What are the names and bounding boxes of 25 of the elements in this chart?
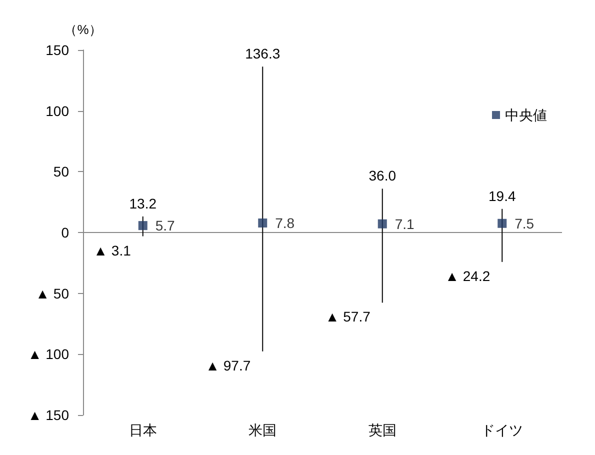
data-label: 7.8 — [275, 215, 295, 232]
x-tick-label: 米国 — [248, 422, 277, 438]
data-label: 5.7 — [155, 218, 176, 234]
annotation: 13.2 — [129, 195, 157, 212]
y-tick-label: 100 — [46, 102, 70, 119]
annotation: ▲ 97.7 — [206, 357, 251, 374]
x-tick-label: ドイツ — [481, 422, 524, 438]
y-tick-label: ▲ 50 — [36, 285, 70, 302]
legend-label: 中央値 — [505, 107, 547, 123]
y-tick-label: ▲ 100 — [28, 346, 70, 362]
data-label: 7.1 — [394, 216, 415, 232]
y-axis-title: （%） — [64, 22, 102, 37]
data-label: 7.5 — [514, 215, 534, 232]
y-tick-label: 50 — [53, 164, 70, 180]
annotation: ▲ 24.2 — [445, 268, 490, 284]
y-tick-label: 0 — [61, 224, 70, 240]
x-tick-label: 日本 — [128, 422, 157, 438]
annotation: 36.0 — [368, 168, 396, 184]
annotation: 19.4 — [488, 188, 516, 204]
x-tick-label: 英国 — [368, 422, 396, 438]
y-tick-label: 150 — [46, 42, 70, 58]
y-tick-label: ▲ 150 — [28, 407, 70, 423]
annotation: ▲ 3.1 — [94, 242, 132, 258]
annotation: 136.3 — [245, 46, 280, 62]
annotation: ▲ 57.7 — [325, 308, 371, 325]
